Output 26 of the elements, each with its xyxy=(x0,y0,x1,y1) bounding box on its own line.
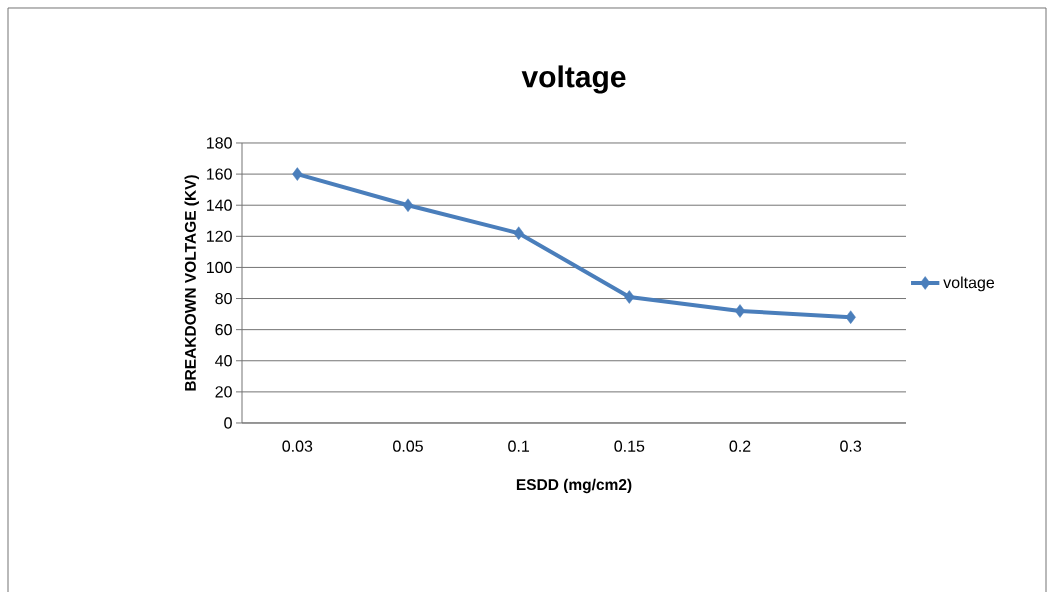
x-axis-title: ESDD (mg/cm2) xyxy=(516,478,632,494)
y-tick-label: 40 xyxy=(215,355,232,367)
x-tick-label: 0.3 xyxy=(840,440,862,452)
point xyxy=(845,310,856,324)
point xyxy=(624,290,635,304)
point xyxy=(513,226,524,240)
y-tick-label: 20 xyxy=(215,386,232,398)
legend-label: voltage xyxy=(943,276,995,292)
y-tick-label: 80 xyxy=(215,292,232,305)
y-tick-label: 0 xyxy=(224,417,232,429)
y-tick-label: 180 xyxy=(207,137,232,149)
x-tick-label: 0.2 xyxy=(729,440,751,452)
y-tick-label: 140 xyxy=(207,199,232,211)
x-tick-label: 0.15 xyxy=(614,440,645,452)
y-tick-label: 120 xyxy=(207,230,232,242)
y-tick-label: 100 xyxy=(207,261,232,274)
x-tick-label: 0.05 xyxy=(393,440,423,452)
x-tick-label: 0.1 xyxy=(508,440,530,452)
point xyxy=(292,167,303,181)
point xyxy=(402,198,414,212)
y-tick-label: 160 xyxy=(207,168,232,180)
y-tick-label: 60 xyxy=(215,323,232,336)
point xyxy=(734,304,746,318)
chart-title: voltage xyxy=(521,65,626,94)
x-tick-label: 0.03 xyxy=(282,440,313,452)
y-axis-title: BREAKDOWN VOLTAGE (KV) xyxy=(184,175,199,391)
